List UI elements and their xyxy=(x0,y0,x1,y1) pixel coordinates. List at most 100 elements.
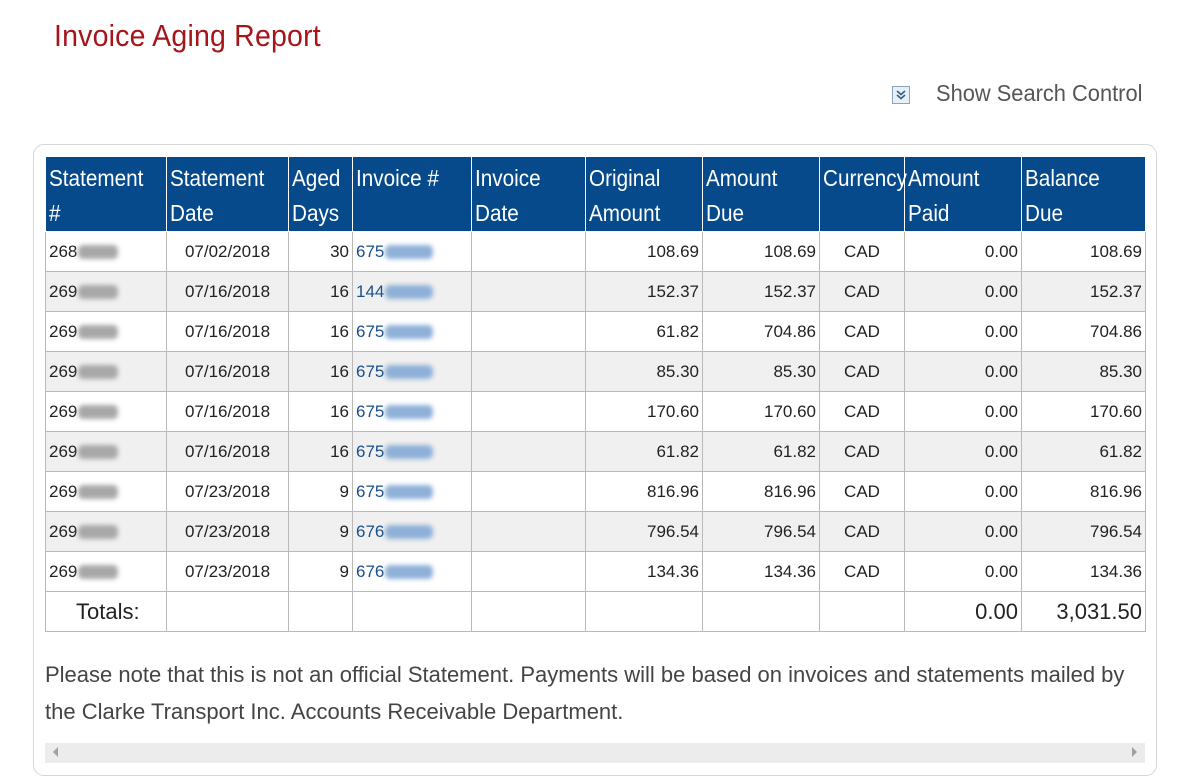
redacted-digits xyxy=(78,565,119,580)
balance-due-cell: 152.37 xyxy=(1021,271,1146,312)
statement-date-cell-text: 07/16/2018 xyxy=(184,401,271,421)
column-header-amount-paid[interactable]: Amount Paid xyxy=(904,157,1022,232)
aged-days-cell-text: 9 xyxy=(339,521,349,541)
amount-paid-cell-text: 0.00 xyxy=(984,401,1018,421)
invoice-date-cell xyxy=(471,231,586,272)
balance-due-cell: 108.69 xyxy=(1021,231,1146,272)
currency-cell: CAD xyxy=(819,311,905,352)
amount-due-cell: 704.86 xyxy=(702,311,820,352)
invoice-number-link-text[interactable]: 675 xyxy=(356,321,385,341)
original-amount-cell-text: 134.36 xyxy=(647,561,699,581)
redacted-digits xyxy=(385,245,434,260)
invoice-number-link[interactable]: 675 xyxy=(352,391,472,432)
totals-balance-due: 3,031.50 xyxy=(1021,591,1146,632)
statement-number-cell: 269 xyxy=(45,311,167,352)
balance-due-cell-text: 108.69 xyxy=(1090,241,1142,261)
statement-number-cell: 269 xyxy=(45,271,167,312)
invoice-number-link[interactable]: 676 xyxy=(352,511,472,552)
redacted-digits xyxy=(385,565,434,580)
original-amount-cell-text: 796.54 xyxy=(647,521,699,541)
invoice-number-link[interactable]: 675 xyxy=(352,351,472,392)
column-header-balance-due[interactable]: Balance Due xyxy=(1021,157,1146,232)
statement-number-cell: 268 xyxy=(45,231,167,272)
totals-amount-paid: 0.00 xyxy=(904,591,1022,632)
aged-days-cell: 16 xyxy=(288,351,353,392)
show-search-control-label[interactable]: Show Search Control xyxy=(936,80,1143,106)
amount-due-cell-text: 704.86 xyxy=(764,321,816,341)
invoice-number-link[interactable]: 675 xyxy=(352,471,472,512)
currency-cell: CAD xyxy=(819,231,905,272)
statement-number-cell: 269 xyxy=(45,351,167,392)
invoice-aging-table: Statement # Statement Date Aged Days Inv… xyxy=(45,157,1146,632)
totals-empty-cell xyxy=(166,591,289,632)
balance-due-cell: 134.36 xyxy=(1021,551,1146,592)
invoice-date-cell xyxy=(471,391,586,432)
amount-paid-cell-text: 0.00 xyxy=(984,561,1018,581)
original-amount-cell: 796.54 xyxy=(585,511,703,552)
invoice-date-cell xyxy=(471,471,586,512)
currency-cell: CAD xyxy=(819,431,905,472)
balance-due-cell: 85.30 xyxy=(1021,351,1146,392)
statement-date-cell: 07/23/2018 xyxy=(166,471,289,512)
column-header-statement-number[interactable]: Statement # xyxy=(45,157,167,232)
expand-down-icon[interactable] xyxy=(892,85,910,104)
amount-paid-cell-text: 0.00 xyxy=(984,481,1018,501)
statement-number-cell-text: 269 xyxy=(49,281,78,301)
original-amount-cell-text: 61.82 xyxy=(656,321,699,341)
column-header-amount-due[interactable]: Amount Due xyxy=(702,157,820,232)
statement-date-cell-text: 07/16/2018 xyxy=(184,441,271,461)
redacted-digits xyxy=(385,445,434,460)
invoice-number-link-text[interactable]: 675 xyxy=(356,241,385,261)
amount-due-cell: 108.69 xyxy=(702,231,820,272)
amount-due-cell: 134.36 xyxy=(702,551,820,592)
scroll-right-arrow-icon[interactable] xyxy=(1132,747,1137,757)
amount-due-cell: 816.96 xyxy=(702,471,820,512)
column-header-statement-date[interactable]: Statement Date xyxy=(166,157,289,232)
redacted-digits xyxy=(385,485,434,500)
amount-due-cell-text: 170.60 xyxy=(764,401,816,421)
invoice-number-link-text[interactable]: 676 xyxy=(356,561,385,581)
column-header-original-amount[interactable]: Original Amount xyxy=(585,157,703,232)
totals-empty-cell xyxy=(288,591,353,632)
table-row: 269 07/16/2018 16 675 61.82 704.86 CAD 0.00 704.… xyxy=(45,311,1146,352)
invoice-number-link-text[interactable]: 676 xyxy=(356,521,385,541)
amount-due-cell-text: 108.69 xyxy=(764,241,816,261)
statement-date-cell: 07/23/2018 xyxy=(166,551,289,592)
currency-cell: CAD xyxy=(819,351,905,392)
statement-number-cell-text: 269 xyxy=(49,361,78,381)
column-header-currency[interactable]: Currency xyxy=(819,157,907,232)
amount-paid-cell-text: 0.00 xyxy=(984,321,1018,341)
invoice-number-link[interactable]: 675 xyxy=(352,231,472,272)
totals-row: Totals: 0.00 3,031.50 xyxy=(45,591,1146,632)
invoice-number-link-text[interactable]: 675 xyxy=(356,481,385,501)
show-search-control-toggle[interactable]: Show Search Control xyxy=(892,80,1153,107)
amount-paid-cell: 0.00 xyxy=(904,551,1022,592)
invoice-number-link-text[interactable]: 675 xyxy=(356,441,385,461)
invoice-number-link[interactable]: 675 xyxy=(352,311,472,352)
scroll-left-arrow-icon[interactable] xyxy=(53,747,58,757)
statement-date-cell: 07/16/2018 xyxy=(166,311,289,352)
totals-empty-cell xyxy=(585,591,703,632)
invoice-number-link-text[interactable]: 144 xyxy=(356,281,385,301)
redacted-digits xyxy=(78,445,119,460)
horizontal-scrollbar[interactable] xyxy=(45,743,1145,763)
amount-due-cell: 61.82 xyxy=(702,431,820,472)
original-amount-cell: 61.82 xyxy=(585,311,703,352)
aged-days-cell-text: 16 xyxy=(330,401,349,421)
table-row: 269 07/16/2018 16 144 152.37 152.37 CAD 0.00 152… xyxy=(45,271,1146,312)
invoice-number-link[interactable]: 676 xyxy=(352,551,472,592)
original-amount-cell: 85.30 xyxy=(585,351,703,392)
redacted-digits xyxy=(78,285,119,300)
invoice-number-link[interactable]: 675 xyxy=(352,431,472,472)
statement-number-cell-text: 269 xyxy=(49,441,78,461)
column-header-invoice-date[interactable]: Invoice Date xyxy=(471,157,586,232)
amount-paid-cell: 0.00 xyxy=(904,391,1022,432)
column-header-aged-days[interactable]: Aged Days xyxy=(288,157,353,232)
column-header-invoice-number[interactable]: Invoice # xyxy=(352,157,472,232)
invoice-number-link-text[interactable]: 675 xyxy=(356,361,385,381)
balance-due-cell-text: 85.30 xyxy=(1099,361,1142,381)
invoice-number-link[interactable]: 144 xyxy=(352,271,472,312)
redacted-digits xyxy=(78,365,119,380)
invoice-number-link-text[interactable]: 675 xyxy=(356,401,385,421)
balance-due-cell-text: 152.37 xyxy=(1090,281,1142,301)
